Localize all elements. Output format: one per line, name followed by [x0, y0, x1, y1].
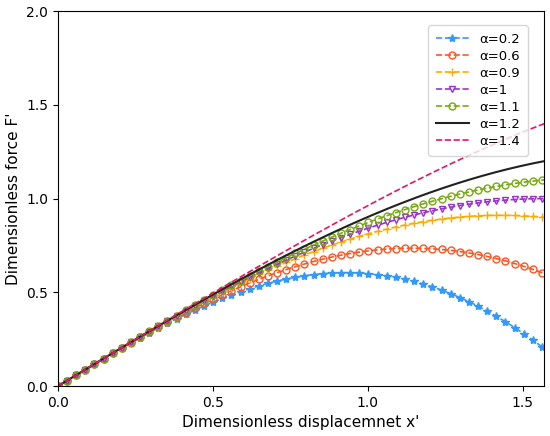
α=0.9 — [541, 215, 548, 220]
α=1 — [54, 384, 61, 389]
α=1 — [474, 201, 480, 206]
α=1.1 — [474, 187, 480, 193]
α=0.6 — [424, 246, 431, 251]
α=0.6 — [409, 245, 415, 251]
α=0.9 — [424, 218, 430, 224]
α=0.9 — [474, 213, 480, 218]
Line: α=1.1: α=1.1 — [54, 177, 548, 390]
α=1.4 — [474, 149, 480, 154]
Line: α=1.2: α=1.2 — [58, 161, 544, 386]
Line: α=1: α=1 — [54, 195, 548, 390]
α=0.6 — [84, 365, 91, 371]
α=1.4 — [84, 365, 91, 371]
α=1.1 — [424, 200, 430, 205]
Line: α=0.2: α=0.2 — [54, 269, 548, 390]
α=1.2 — [84, 365, 91, 371]
α=0.2 — [541, 346, 548, 351]
α=0.9 — [350, 235, 356, 241]
α=0.6 — [365, 248, 371, 253]
α=1.2 — [365, 215, 371, 220]
α=1.1 — [337, 231, 344, 236]
α=1 — [541, 196, 548, 201]
α=1.1 — [84, 365, 91, 371]
α=1.2 — [350, 221, 356, 226]
α=1.1 — [350, 226, 356, 231]
α=1.1 — [365, 220, 371, 225]
α=1 — [424, 209, 430, 215]
Line: α=1.4: α=1.4 — [58, 123, 544, 386]
α=1.2 — [424, 191, 430, 196]
α=1.2 — [474, 175, 480, 180]
α=0.9 — [84, 365, 91, 371]
α=1 — [365, 226, 371, 231]
α=0.2 — [337, 270, 344, 276]
α=1.4 — [365, 203, 371, 208]
α=1.2 — [54, 384, 61, 389]
α=0.2 — [424, 283, 431, 288]
α=0.2 — [343, 270, 349, 275]
α=0.2 — [350, 270, 357, 276]
α=1.1 — [541, 177, 548, 183]
X-axis label: Dimensionless displacemnet x': Dimensionless displacemnet x' — [183, 416, 420, 430]
α=0.6 — [350, 250, 356, 255]
α=1.1 — [54, 384, 61, 389]
Line: α=0.9: α=0.9 — [54, 211, 548, 390]
α=1.2 — [337, 226, 344, 232]
Y-axis label: Dimensionless force F': Dimensionless force F' — [6, 112, 20, 285]
α=1 — [84, 365, 91, 371]
α=1.4 — [424, 173, 430, 178]
α=1.4 — [337, 218, 344, 223]
α=1.4 — [54, 384, 61, 389]
α=0.2 — [474, 303, 481, 309]
α=0.2 — [54, 384, 61, 389]
α=0.6 — [474, 252, 481, 257]
α=0.9 — [54, 384, 61, 389]
α=0.6 — [541, 271, 548, 276]
Legend: α=0.2, α=0.6, α=0.9, α=1, α=1.1, α=1.2, α=1.4: α=0.2, α=0.6, α=0.9, α=1, α=1.1, α=1.2, … — [428, 25, 528, 156]
α=0.6 — [337, 253, 344, 258]
α=1 — [350, 231, 356, 236]
α=1 — [337, 235, 344, 240]
α=1.4 — [541, 121, 548, 126]
α=0.6 — [54, 384, 61, 389]
α=1.4 — [350, 211, 356, 216]
α=0.9 — [365, 232, 371, 237]
Line: α=0.6: α=0.6 — [54, 245, 548, 390]
α=0.9 — [337, 240, 344, 245]
α=0.2 — [84, 365, 91, 371]
α=0.9 — [497, 213, 504, 218]
α=1.2 — [541, 158, 548, 164]
α=0.2 — [365, 271, 372, 276]
